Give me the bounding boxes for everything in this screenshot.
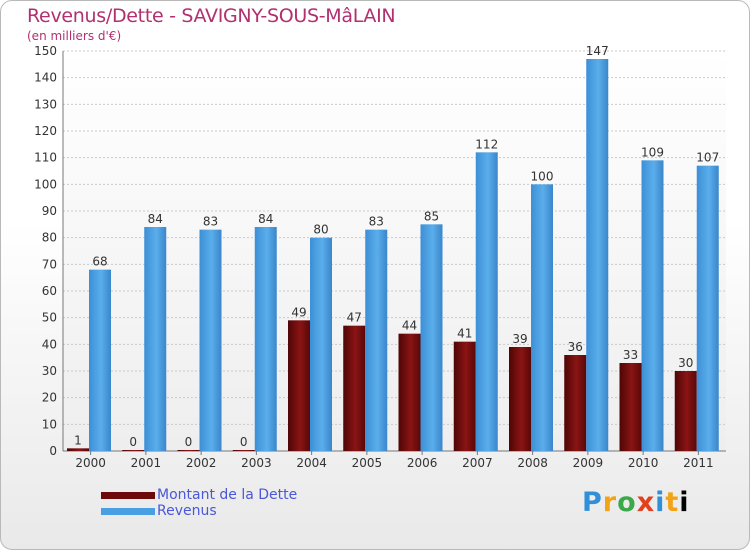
data-label: 68 bbox=[92, 255, 107, 269]
data-label: 147 bbox=[586, 44, 609, 58]
revenus-bar bbox=[254, 227, 277, 451]
revenus-bar bbox=[365, 229, 388, 451]
dette-bar bbox=[564, 355, 587, 451]
data-label: 80 bbox=[313, 223, 328, 237]
revenus-bar bbox=[199, 229, 222, 451]
data-label: 39 bbox=[512, 332, 527, 346]
data-label: 47 bbox=[347, 311, 362, 325]
dette-bar bbox=[343, 325, 366, 451]
data-label: 83 bbox=[369, 215, 384, 229]
x-tick-label: 2007 bbox=[462, 456, 493, 470]
x-tick-label: 2011 bbox=[683, 456, 714, 470]
data-label: 84 bbox=[148, 212, 163, 226]
data-label: 36 bbox=[568, 340, 583, 354]
y-tick-label: 140 bbox=[34, 71, 57, 85]
y-tick-label: 60 bbox=[42, 284, 57, 298]
legend-item-revenus: Revenus bbox=[101, 503, 297, 519]
revenus-bar bbox=[696, 165, 719, 451]
revenus-bar bbox=[89, 269, 111, 451]
x-tick-label: 2004 bbox=[296, 456, 327, 470]
chart-title: Revenus/Dette - SAVIGNY-SOUS-MâLAIN bbox=[27, 5, 396, 27]
legend-label-revenus: Revenus bbox=[157, 503, 217, 519]
revenus-bar bbox=[310, 237, 332, 451]
legend-swatch-revenus bbox=[101, 507, 155, 515]
dette-bar bbox=[67, 448, 89, 451]
logo-letter: x bbox=[636, 487, 656, 518]
y-tick-label: 50 bbox=[42, 311, 57, 325]
logo-letter: i bbox=[655, 487, 666, 518]
logo-letter: P bbox=[582, 487, 603, 518]
x-tick-label: 2008 bbox=[517, 456, 548, 470]
logo-letter: o bbox=[617, 487, 637, 518]
revenus-bar bbox=[641, 160, 664, 452]
x-tick-label: 2009 bbox=[573, 456, 604, 470]
dette-bar bbox=[619, 363, 642, 451]
data-label: 109 bbox=[641, 145, 664, 159]
x-tick-label: 2005 bbox=[352, 456, 383, 470]
legend-item-dette: Montant de la Dette bbox=[101, 487, 297, 503]
x-tick-label: 2000 bbox=[75, 456, 106, 470]
data-label: 0 bbox=[240, 435, 248, 449]
y-tick-label: 130 bbox=[34, 97, 57, 111]
data-label: 0 bbox=[129, 435, 137, 449]
x-tick-label: 2003 bbox=[241, 456, 272, 470]
proxiti-logo: Proxiti bbox=[582, 487, 690, 518]
dette-bar bbox=[122, 450, 145, 451]
data-label: 1 bbox=[74, 433, 82, 447]
revenus-bar bbox=[475, 152, 498, 452]
y-tick-label: 120 bbox=[34, 124, 57, 138]
y-tick-label: 90 bbox=[42, 204, 57, 218]
revenus-bar bbox=[586, 59, 609, 451]
legend-label-dette: Montant de la Dette bbox=[157, 487, 298, 503]
data-label: 83 bbox=[203, 215, 218, 229]
y-tick-label: 10 bbox=[42, 417, 57, 431]
data-label: 44 bbox=[402, 319, 417, 333]
data-label: 0 bbox=[185, 435, 193, 449]
data-label: 100 bbox=[531, 169, 554, 183]
dette-bar bbox=[509, 347, 531, 451]
dette-bar bbox=[177, 450, 200, 451]
y-tick-label: 70 bbox=[42, 257, 57, 271]
data-label: 30 bbox=[678, 356, 693, 370]
data-label: 85 bbox=[424, 209, 439, 223]
logo-letter: r bbox=[602, 487, 618, 518]
dette-bar bbox=[232, 450, 255, 451]
dette-bar bbox=[288, 320, 310, 451]
dette-bar bbox=[453, 341, 476, 451]
y-tick-label: 40 bbox=[42, 337, 57, 351]
legend: Montant de la Dette Revenus bbox=[101, 487, 297, 519]
data-label: 112 bbox=[475, 137, 498, 151]
logo-letter: t bbox=[665, 487, 680, 518]
x-tick-label: 2001 bbox=[131, 456, 162, 470]
x-tick-label: 2010 bbox=[628, 456, 659, 470]
dette-bar bbox=[674, 371, 697, 451]
data-label: 41 bbox=[457, 327, 472, 341]
data-label: 107 bbox=[696, 151, 719, 165]
chart-subtitle: (en milliers d'€) bbox=[27, 29, 122, 43]
y-tick-label: 30 bbox=[42, 364, 57, 378]
legend-swatch-dette bbox=[101, 491, 155, 499]
data-label: 49 bbox=[291, 305, 306, 319]
logo-letter: i bbox=[679, 487, 690, 518]
y-tick-label: 100 bbox=[34, 177, 57, 191]
y-tick-label: 150 bbox=[34, 44, 57, 58]
y-tick-label: 20 bbox=[42, 391, 57, 405]
revenus-bar bbox=[144, 227, 167, 451]
revenus-bar bbox=[420, 224, 443, 451]
y-tick-label: 110 bbox=[34, 151, 57, 165]
revenus-bar bbox=[531, 184, 553, 452]
y-tick-label: 80 bbox=[42, 231, 57, 245]
x-tick-label: 2002 bbox=[186, 456, 217, 470]
dette-bar bbox=[398, 333, 421, 451]
y-tick-label: 0 bbox=[49, 444, 57, 458]
x-tick-label: 2006 bbox=[407, 456, 438, 470]
data-label: 84 bbox=[258, 212, 273, 226]
plot-area bbox=[63, 51, 726, 451]
data-label: 33 bbox=[623, 348, 638, 362]
